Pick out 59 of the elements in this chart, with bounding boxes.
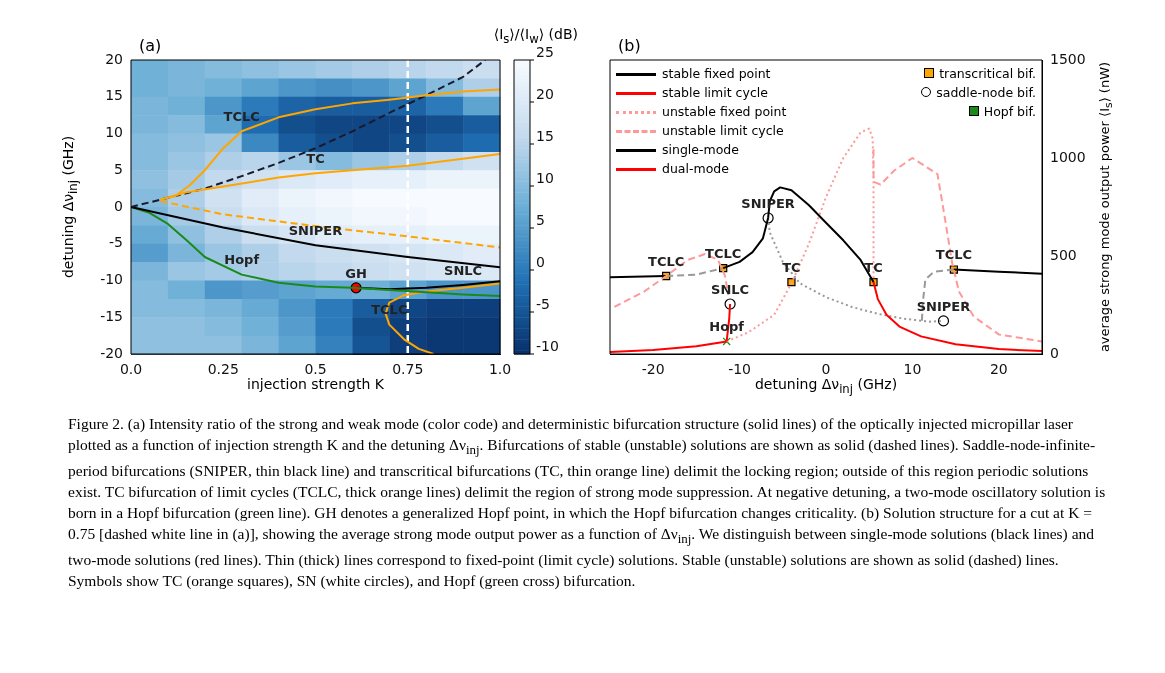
x-tick-label: 0.0 [119,361,143,378]
y-tick-label: 5 [114,160,123,177]
annotation: SNIPER [916,298,971,314]
color-bar-label: 25 [536,43,554,60]
color-bar-label: -10 [536,337,559,354]
annotation: TC [306,151,325,167]
legend-label: transcritical bif. [939,66,1036,81]
color-bar-label: 15 [536,127,554,144]
legend-label: dual-mode [662,161,729,176]
x-tick-label: -20 [641,361,665,378]
annotation: TCLC [935,247,972,263]
annotation: TC [864,259,883,275]
y-tick-label: -15 [100,307,123,324]
x-tick-label: 0 [821,361,831,378]
legend-label: single-mode [662,142,739,157]
legend-label: stable limit cycle [662,85,768,100]
y-tick-label: 500 [1050,246,1077,263]
color-bar-label: 10 [536,169,554,186]
legend-label: unstable limit cycle [662,123,784,138]
legend-label: saddle-node bif. [936,85,1036,100]
text: Figure 2. (a) Intensity ratio of the strong and weak mode (color code) and deterministic bifurcation structure (solid lines) of the optically injected micropillar laser plotted as a function of injection strength K and the detuning Δν$_{inj}$. Bifurcations of stable (unstable) solutions are shown as solid (dashed lines). Saddle-node-infinite-period bifurcations (SNIPER, thin black line) and transcritical bifurcations (TC, thin orange line) delimit the locking region; outside of this region periodic solutions exist. TC bifurcation of limit cycles (TCLC, thick orange lines) delimit the region of strong mode suppression. At negative detuning, a two-mode oscillatory solution is born in a Hopf bifurcation (green line). GH denotes a generalized Hopf point, in which the Hopf bifurcation changes criticality. (b) Solution structure for a cut at K = 0.75 [dashed white line in (a)], showing the average strong mode output power as a function of Δν$_{inj}$. We distinguish between single-mode solutions (black lines) and two-mode solutions (red lines). Thin (thick) lines correspond to fixed-point (limit cycle) solutions. Stable (unstable) solutions are shown as solid (dashed) lines. Symbols show TC (orange squares), SN (white circles), and Hopf (green cross) bifurcation. [68,415,1106,590]
y-tick-label: 0 [1050,344,1059,361]
y-tick-label: 10 [105,124,123,141]
color-bar-label: 5 [536,211,545,228]
chart-title: (a) [139,36,162,55]
y-tick-label: -20 [100,344,123,361]
x-tick-label: 10 [903,361,922,378]
annotation: TCLC [705,246,742,262]
y-tick-label: 1000 [1050,148,1086,165]
legend-label: stable fixed point [662,66,771,81]
color-bar-label: -5 [536,295,550,312]
annotation: Hopf [224,252,260,268]
annotation: SNLC [444,262,483,278]
y-tick-label: 15 [105,87,123,104]
chart-title: (b) [618,36,641,55]
x-axis-title: injection strength K [246,376,385,392]
x-tick-label: -10 [728,361,752,378]
legend-label: Hopf bif. [983,104,1036,119]
y-tick-label: -10 [100,271,123,288]
annotation: GH [345,265,367,281]
annotation: TCLC [648,253,685,269]
color-bar-title: ⟨I$_{s}$⟩/⟨I$_{w}$⟩ (dB) [493,26,578,46]
color-bar-label: 0 [536,253,545,270]
x-tick-label: 0.5 [304,361,327,378]
x-tick-label: 0.75 [392,361,424,378]
x-tick-label: 0.25 [207,361,239,378]
annotation: SNLC [711,281,750,297]
x-axis-title: detuning Δν$_{inj}$ (GHz) [753,376,899,396]
legend-label: unstable fixed point [662,104,787,119]
annotation: TC [782,259,801,275]
x-tick-label: 20 [989,361,1008,378]
annotation: TCLC [223,109,260,125]
color-bar-label: 20 [536,85,554,102]
annotation: SNIPER [288,223,343,239]
x-tick-label: 1.0 [488,361,512,378]
y-tick-label: -5 [109,234,123,251]
y-tick-label: 20 [105,50,123,67]
y-tick-label: 0 [114,197,123,214]
y-tick-label: 1500 [1050,50,1086,67]
